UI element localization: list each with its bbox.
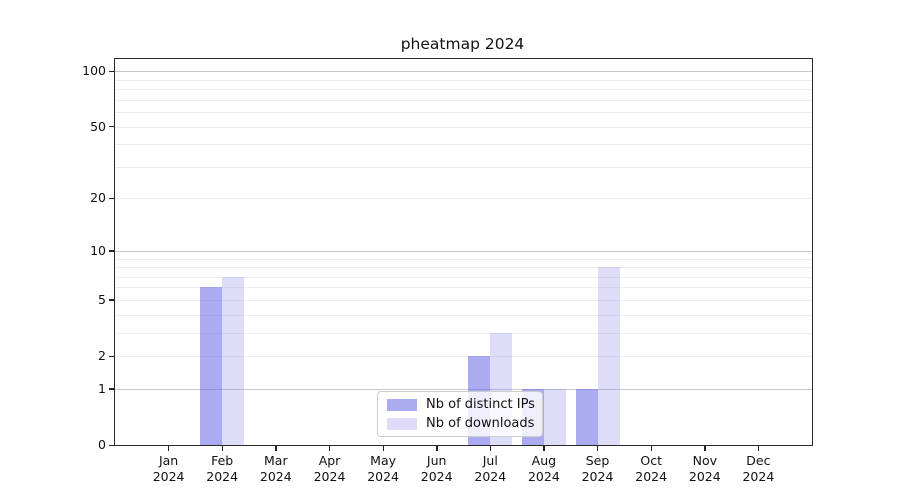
x-tick-label-year-jun: 2024 — [420, 469, 453, 484]
x-tick-jun — [436, 446, 438, 451]
legend-label-distinct-ips: Nb of distinct IPs — [426, 397, 535, 412]
x-tick-sep — [597, 446, 599, 451]
gridline-y-20 — [115, 198, 812, 200]
x-tick-label-oct: Oct 2024 — [619, 453, 683, 485]
x-tick-label-year-nov: 2024 — [688, 469, 721, 484]
y-tick-2 — [109, 355, 114, 357]
y-tick-label-2: 2 — [98, 348, 106, 363]
legend-swatch-downloads — [387, 417, 417, 430]
gridline-y-9 — [115, 258, 812, 260]
y-tick-label-10: 10 — [90, 242, 106, 258]
x-tick-label-mar: Mar 2024 — [244, 453, 308, 485]
x-tick-label-year-sep: 2024 — [581, 469, 614, 484]
x-tick-label-year-apr: 2024 — [313, 469, 346, 484]
gridline-y-90 — [115, 79, 812, 81]
gridline-y-100 — [115, 71, 812, 73]
x-tick-label-year-feb: 2024 — [206, 469, 239, 484]
x-tick-label-month-aug: Aug — [531, 453, 557, 468]
x-tick-label-may: May 2024 — [351, 453, 415, 485]
x-tick-label-month-feb: Feb — [211, 453, 234, 468]
x-tick-oct — [650, 446, 653, 451]
y-tick-0 — [109, 444, 114, 446]
x-tick-mar — [275, 446, 277, 451]
gridline-y-50 — [115, 126, 812, 128]
x-tick-label-year-jul: 2024 — [474, 469, 507, 484]
gridline-y-80 — [115, 89, 812, 91]
chart-title: pheatmap 2024 — [400, 35, 525, 53]
y-tick-10 — [109, 250, 114, 252]
x-tick-label-month-oct: Oct — [640, 453, 662, 468]
gridline-y-70 — [115, 99, 812, 101]
gridline-y-30 — [115, 166, 812, 168]
x-tick-label-year-dec: 2024 — [742, 469, 775, 484]
x-tick-label-feb: Feb 2024 — [190, 453, 254, 485]
x-tick-label-year-mar: 2024 — [259, 469, 292, 484]
x-tick-label-month-jul: Jul — [482, 453, 498, 468]
x-tick-label-aug: Aug 2024 — [512, 453, 576, 485]
y-tick-5 — [109, 299, 114, 301]
bar-downloads-aug — [543, 388, 566, 445]
y-tick-1 — [109, 388, 114, 390]
legend-item-distinct-ips: Nb of distinct IPs — [387, 397, 535, 412]
x-tick-label-dec: Dec 2024 — [726, 453, 790, 485]
x-tick-label-jul: Jul 2024 — [458, 453, 522, 485]
y-tick-label-1: 1 — [98, 380, 106, 396]
x-tick-label-month-sep: Sep — [585, 453, 610, 468]
y-tick-label-50: 50 — [90, 118, 106, 134]
legend: Nb of distinct IPs Nb of downloads — [377, 391, 543, 437]
x-tick-label-nov: Nov 2024 — [673, 453, 737, 485]
y-tick-label-20: 20 — [90, 190, 106, 206]
x-tick-label-month-apr: Apr — [318, 453, 341, 468]
gridline-y-40 — [115, 144, 812, 146]
gridline-y-60 — [115, 112, 812, 113]
x-tick-label-month-dec: Dec — [746, 453, 771, 468]
bar-downloads-feb — [222, 276, 245, 445]
bar-distinct-ips-sep — [575, 388, 598, 445]
y-tick-label-5: 5 — [98, 291, 106, 307]
x-tick-label-jan: Jan 2024 — [137, 453, 201, 485]
legend-swatch-distinct-ips — [387, 398, 417, 411]
y-tick-100 — [109, 70, 114, 73]
x-tick-dec — [757, 446, 760, 451]
x-tick-label-month-jun: Jun — [426, 453, 447, 468]
x-tick-label-month-nov: Nov — [692, 453, 717, 468]
x-tick-feb — [221, 446, 224, 451]
bar-downloads-sep — [597, 267, 620, 445]
x-tick-label-apr: Apr 2024 — [298, 453, 362, 485]
gridline-y-7 — [115, 276, 812, 278]
legend-label-downloads: Nb of downloads — [426, 416, 535, 431]
x-tick-label-month-may: May — [370, 453, 397, 468]
gridline-y-10 — [115, 250, 812, 252]
x-tick-label-jun: Jun 2024 — [405, 453, 469, 485]
x-tick-label-month-mar: Mar — [264, 453, 288, 468]
x-tick-label-month-jan: Jan — [158, 453, 179, 468]
x-tick-aug — [543, 446, 545, 451]
x-tick-apr — [329, 446, 331, 451]
legend-item-downloads: Nb of downloads — [387, 416, 535, 431]
x-tick-label-year-may: 2024 — [367, 469, 399, 484]
x-tick-nov — [704, 446, 706, 451]
y-tick-20 — [109, 197, 114, 200]
x-tick-label-year-aug: 2024 — [527, 469, 560, 484]
x-tick-label-year-jan: 2024 — [152, 469, 185, 484]
x-tick-label-sep: Sep 2024 — [566, 453, 630, 485]
bar-distinct-ips-feb — [200, 287, 223, 445]
x-tick-jul — [489, 446, 492, 451]
gridline-y-8 — [115, 267, 812, 268]
y-tick-50 — [109, 126, 114, 128]
y-tick-label-100: 100 — [82, 63, 106, 79]
x-tick-jan — [168, 446, 170, 451]
y-tick-label-0: 0 — [98, 437, 106, 452]
x-tick-may — [382, 446, 384, 451]
plot-area — [114, 58, 813, 446]
x-tick-label-year-oct: 2024 — [635, 469, 668, 484]
